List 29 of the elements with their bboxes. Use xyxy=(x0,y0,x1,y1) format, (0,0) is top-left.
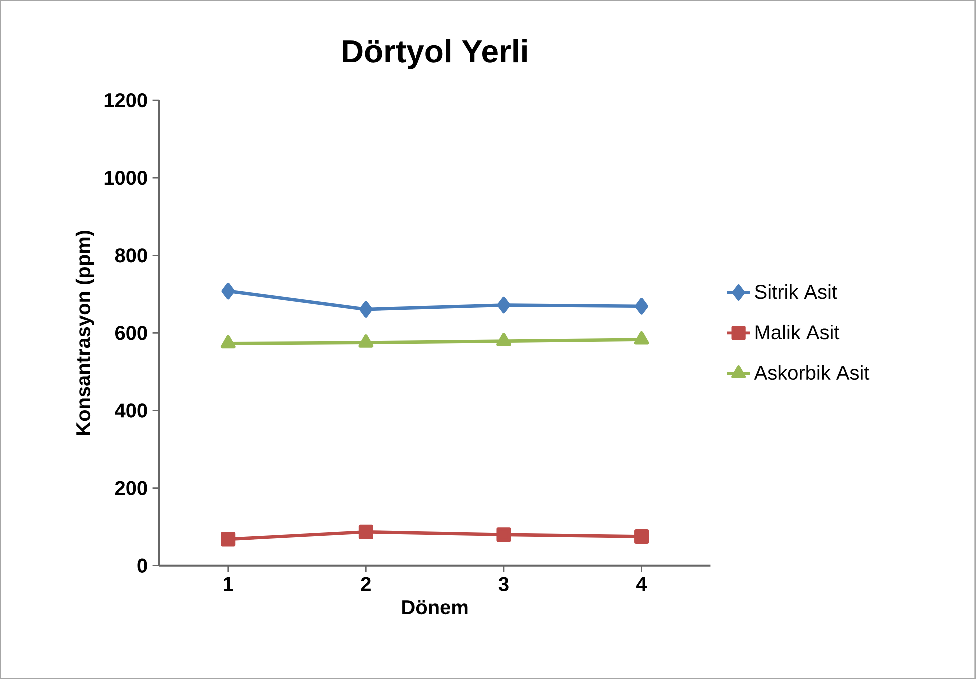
point xyxy=(360,301,373,318)
y-tick-label: 0 xyxy=(138,558,148,573)
chart-title: Dörtyol Yerli xyxy=(343,39,527,70)
y-axis-title: Konsantrasyon (ppm) xyxy=(76,230,95,435)
x-tick-label: 1 xyxy=(224,577,234,591)
y-tick-label: 1200 xyxy=(104,93,148,108)
point xyxy=(222,282,236,300)
x-tick-label: 2 xyxy=(361,577,371,591)
x-tick-label: 3 xyxy=(498,577,509,592)
point xyxy=(496,527,512,542)
x-axis-title: Dönem xyxy=(402,600,468,614)
legend-label: Askorbik Asit xyxy=(754,365,870,380)
point xyxy=(497,296,511,314)
y-tick-label: 800 xyxy=(115,248,148,263)
y-tick-label: 400 xyxy=(115,404,148,418)
y-tick-label: 200 xyxy=(115,481,148,496)
point xyxy=(634,529,650,544)
point xyxy=(358,334,374,348)
y-tick-label: 600 xyxy=(116,326,148,340)
legend-label: Malik Asit xyxy=(756,324,840,340)
point xyxy=(635,298,648,315)
point xyxy=(220,335,236,348)
y-tick-label: 1000 xyxy=(104,170,148,185)
legend-label: Sitrik Asit xyxy=(755,284,838,299)
point xyxy=(221,532,236,547)
point xyxy=(358,524,374,540)
point xyxy=(634,331,650,345)
point xyxy=(496,332,512,346)
x-tick-label: 4 xyxy=(636,577,648,591)
